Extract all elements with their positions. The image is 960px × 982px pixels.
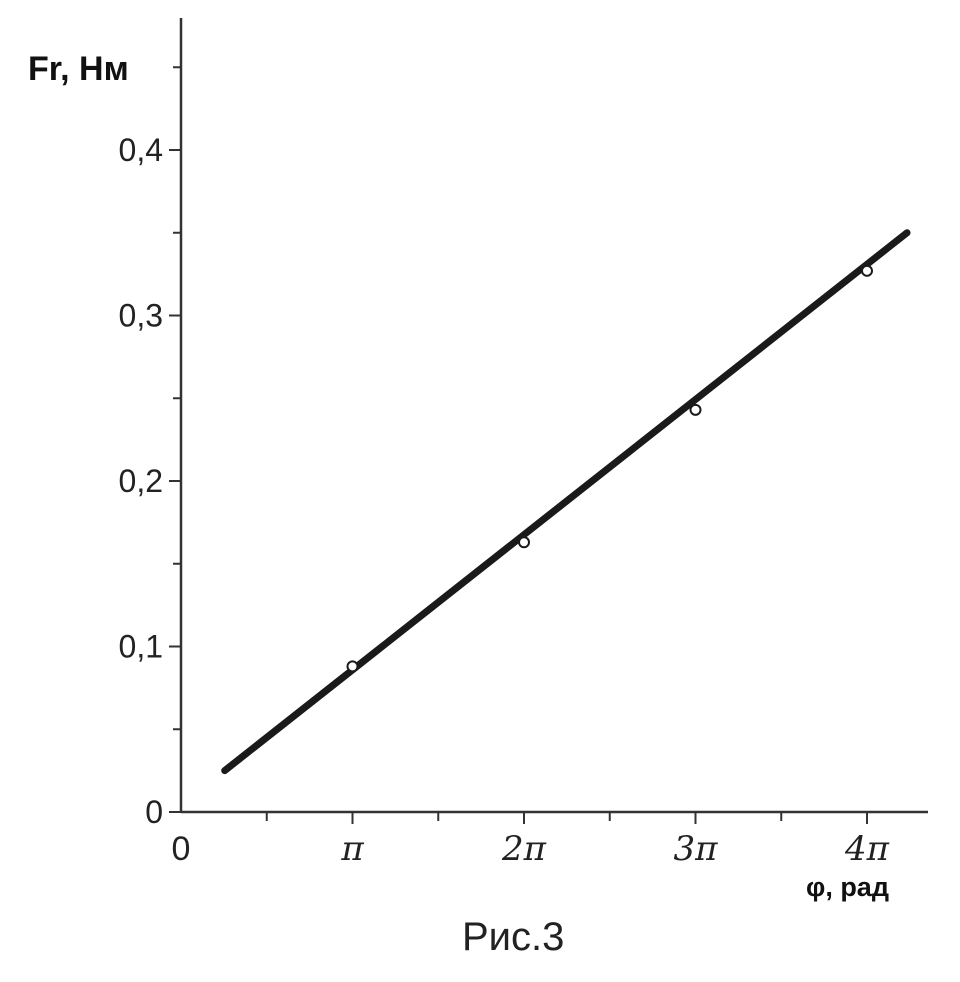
data-point bbox=[860, 264, 873, 277]
series bbox=[221, 229, 911, 775]
data-point bbox=[689, 403, 702, 416]
x-tick-label: 2π bbox=[501, 829, 547, 869]
x-tick-label: 4π bbox=[844, 829, 890, 869]
x-ticks: 0 π 2π 3π 4π bbox=[172, 812, 890, 869]
y-tick-label: 0 bbox=[145, 794, 163, 830]
y-tick-label: 0,1 bbox=[119, 629, 163, 665]
axes bbox=[179, 18, 928, 814]
y-tick-label: 0,2 bbox=[119, 463, 163, 499]
y-ticks: 0 0,1 0,2 0,3 0,4 bbox=[119, 66, 181, 830]
fit-line bbox=[221, 229, 911, 775]
data-point bbox=[518, 536, 531, 549]
y-axis-label: Fr, Нм bbox=[28, 50, 129, 88]
x-tick-label: 3π bbox=[674, 829, 719, 869]
x-axis-label: φ, рад bbox=[806, 872, 889, 902]
y-tick-label: 0,4 bbox=[119, 132, 163, 168]
data-point bbox=[346, 660, 359, 673]
x-tick-label: 0 bbox=[172, 830, 191, 868]
y-tick-label: 0,3 bbox=[119, 298, 163, 334]
figure-caption: Рис.3 bbox=[462, 915, 564, 959]
x-tick-label: π bbox=[340, 829, 364, 869]
